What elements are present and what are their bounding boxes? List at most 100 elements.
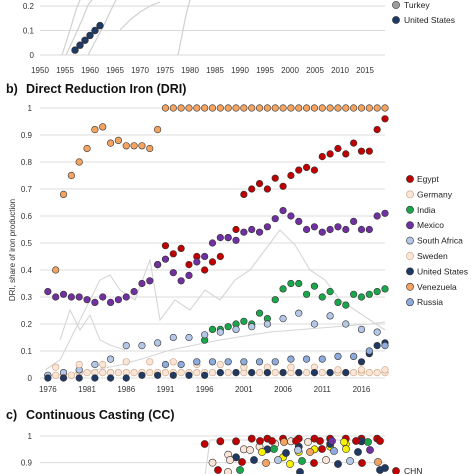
data-point — [282, 449, 290, 457]
data-point — [279, 369, 287, 377]
data-point — [169, 333, 177, 342]
data-point — [226, 456, 234, 464]
legend-marker — [406, 252, 414, 260]
x-tick-label: 2016 — [353, 385, 371, 394]
data-point — [342, 225, 350, 234]
data-point — [59, 290, 68, 298]
data-point — [270, 445, 278, 453]
data-point — [326, 369, 334, 377]
data-point — [373, 212, 381, 220]
data-point — [310, 320, 319, 328]
data-point — [310, 459, 318, 467]
panel-b-markers — [44, 104, 389, 382]
data-point — [357, 325, 366, 334]
data-point — [246, 446, 254, 454]
data-point — [216, 369, 224, 377]
data-point — [295, 309, 303, 317]
data-point — [318, 153, 326, 161]
panel-b-tick-labels: 0 0.1 0.2 0.3 0.4 0.5 0.6 0.7 0.8 0.9 1 1976 1981 198… — [21, 104, 371, 394]
y-tick-label: 1 — [28, 104, 33, 113]
data-point — [326, 225, 334, 234]
data-point — [169, 104, 177, 112]
background-trend-line — [61, 0, 81, 56]
data-point — [161, 369, 170, 377]
data-point — [302, 163, 311, 171]
data-point — [161, 360, 170, 369]
data-point — [52, 266, 60, 274]
legend-marker — [406, 221, 414, 230]
data-point — [146, 358, 154, 366]
panel-b-gridlines — [40, 107, 385, 379]
panel-c-tick-labels: 10.9 — [21, 432, 33, 468]
data-point — [185, 333, 193, 342]
data-point — [59, 190, 68, 198]
data-point — [161, 104, 170, 112]
data-point — [296, 468, 304, 474]
data-point — [122, 342, 130, 350]
data-point — [122, 358, 130, 366]
data-point — [177, 369, 185, 377]
data-point — [271, 296, 279, 304]
data-point — [44, 374, 52, 382]
data-point — [59, 374, 68, 382]
data-point — [91, 298, 99, 307]
data-point — [130, 142, 138, 150]
data-point — [232, 225, 240, 234]
data-point — [224, 468, 232, 474]
data-point — [169, 371, 177, 379]
panel-c-title: Continuous Casting (CC) — [26, 408, 175, 422]
data-point — [99, 369, 107, 377]
data-point — [302, 290, 311, 298]
data-point — [318, 104, 326, 112]
data-point — [91, 360, 99, 369]
x-tick-label: 2006 — [274, 385, 292, 394]
legend-label: United States — [417, 266, 468, 276]
data-point — [318, 228, 326, 236]
data-point — [224, 369, 232, 377]
x-tick-label: 2005 — [306, 66, 324, 75]
data-point — [86, 31, 94, 40]
data-point — [138, 279, 146, 288]
data-point — [248, 369, 256, 377]
x-tick-label: 2011 — [314, 385, 332, 394]
legend-label: Mexico — [417, 220, 444, 230]
data-point — [318, 369, 326, 377]
data-point — [350, 217, 358, 225]
data-point — [310, 166, 319, 174]
data-point — [75, 374, 83, 382]
data-point — [169, 358, 177, 366]
data-point — [326, 288, 334, 296]
data-point — [295, 217, 303, 225]
data-point — [373, 369, 381, 377]
data-point — [122, 293, 130, 301]
data-point — [280, 438, 288, 446]
data-point — [248, 323, 256, 331]
data-point — [271, 104, 279, 112]
panel-b: b) Direct Reduction Iron (DRI) DRI, shar… — [6, 82, 468, 394]
x-tick-label: 1980 — [181, 66, 199, 75]
data-point — [268, 437, 276, 445]
data-point — [193, 258, 201, 266]
data-point — [279, 315, 287, 323]
data-point — [224, 234, 232, 242]
y-tick-label: 0.2 — [23, 2, 35, 11]
data-point — [358, 459, 366, 467]
data-point — [365, 369, 373, 377]
data-point — [381, 209, 389, 217]
data-point — [271, 369, 279, 377]
legend-marker — [406, 175, 414, 183]
legend-label: CHN — [404, 466, 422, 474]
panel-a-markers — [61, 0, 191, 56]
data-point — [216, 104, 224, 112]
data-point — [248, 225, 256, 234]
data-point — [316, 437, 324, 445]
legend-label: United States — [404, 15, 455, 25]
data-point — [274, 456, 282, 464]
legend-marker — [406, 205, 414, 214]
data-point — [193, 358, 201, 366]
legend-label: Sweden — [417, 251, 448, 261]
data-point — [177, 244, 185, 252]
background-trend-line — [59, 308, 126, 351]
data-point — [201, 371, 209, 379]
y-tick-label: 0.8 — [21, 158, 33, 167]
